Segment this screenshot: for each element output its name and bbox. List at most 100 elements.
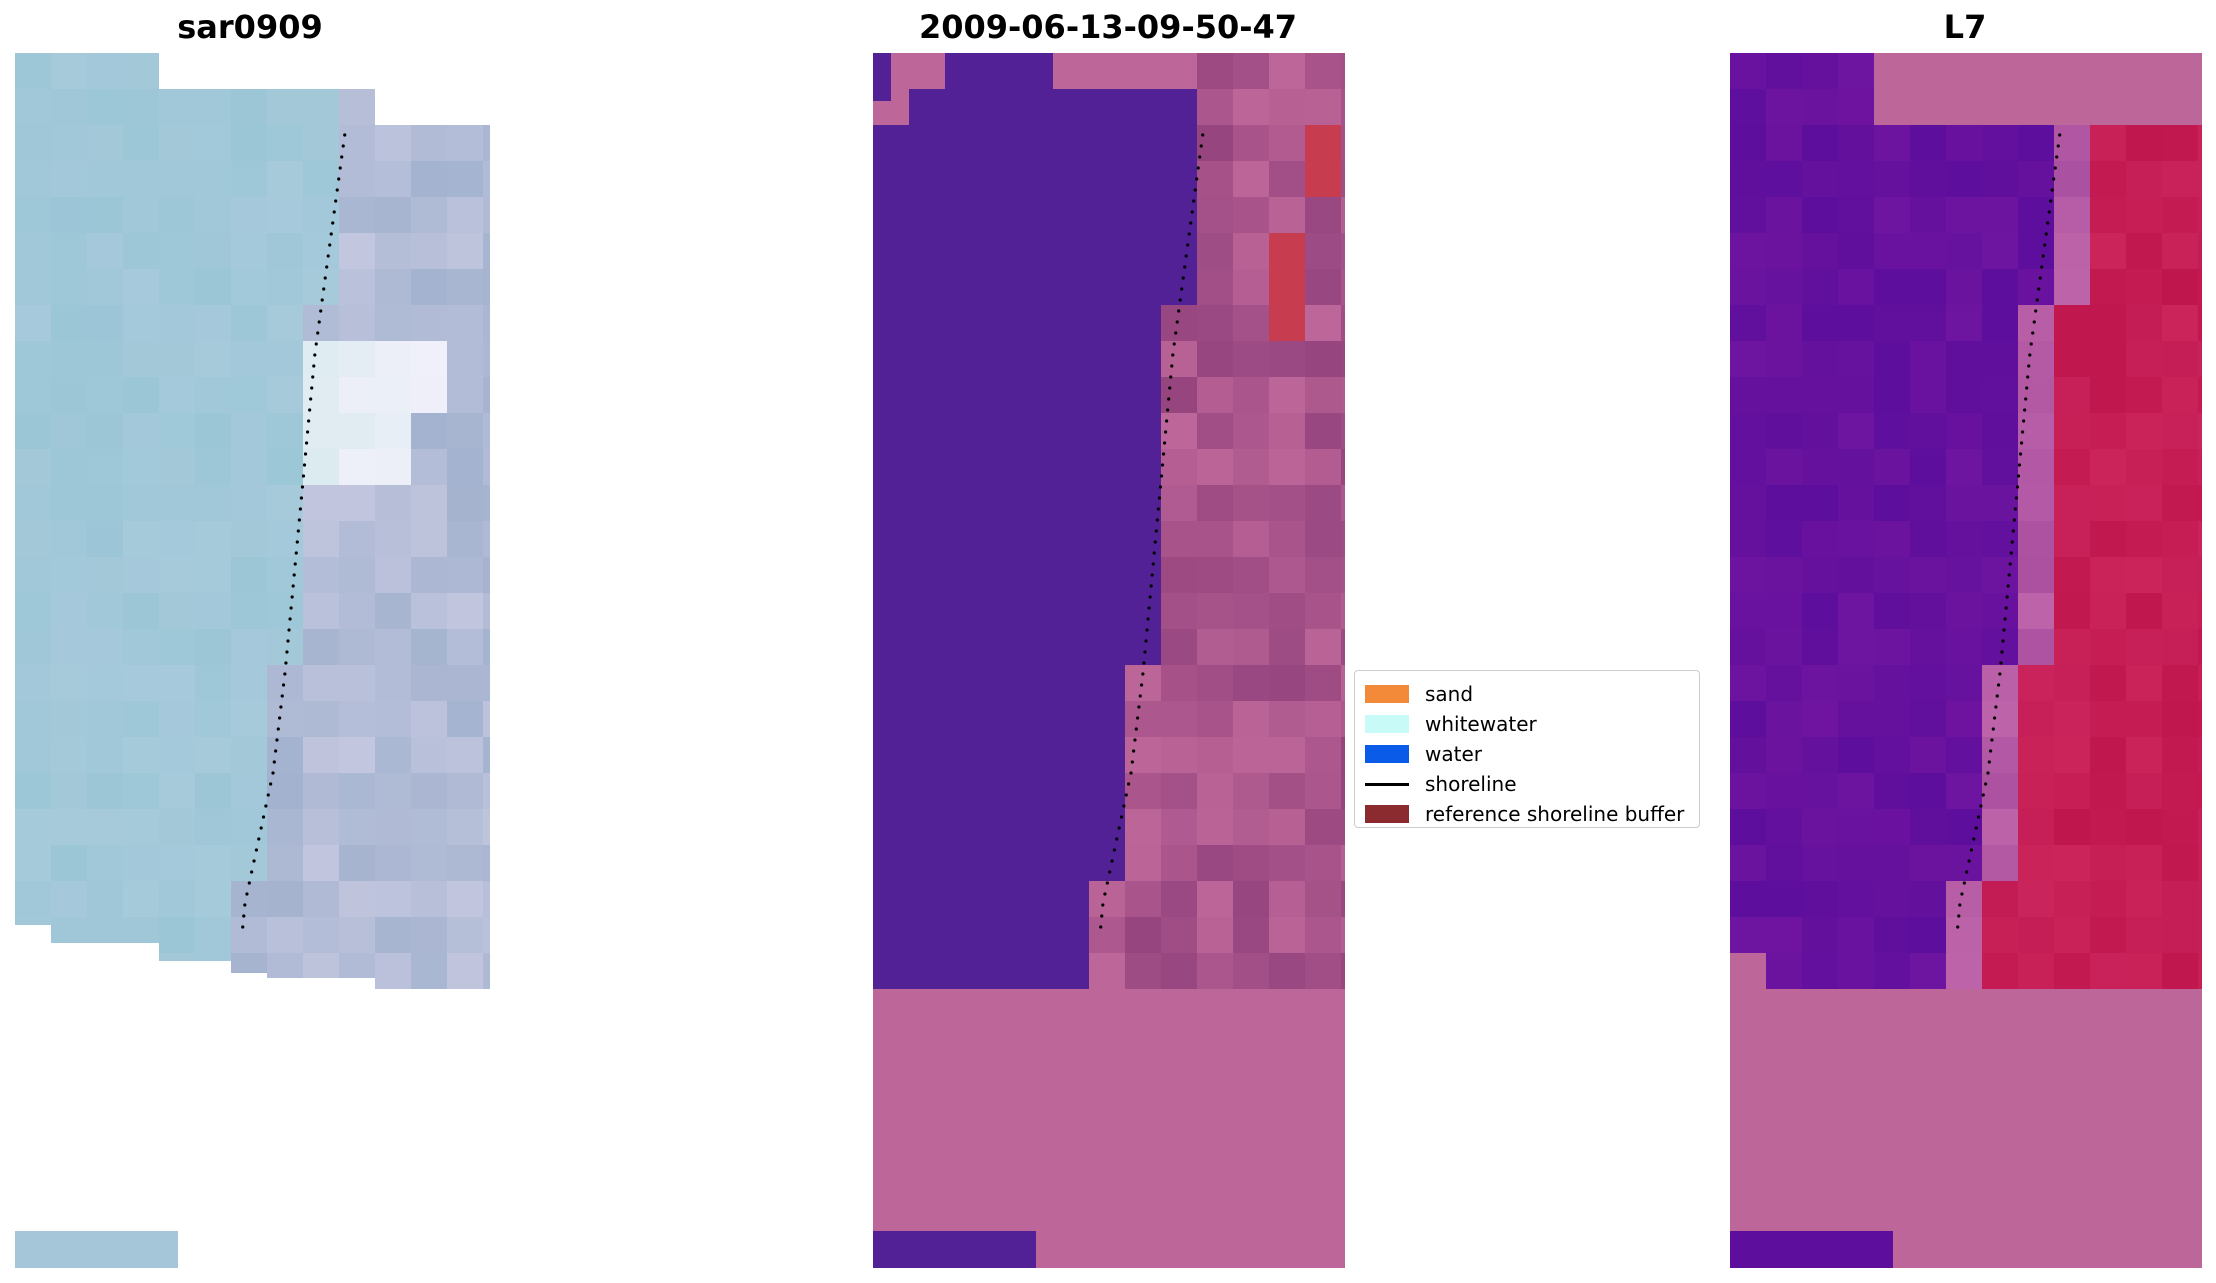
classified-pixel <box>1269 413 1305 449</box>
rgb-pixel <box>231 953 267 973</box>
index-pixel <box>1838 377 1874 413</box>
shoreline-point <box>1101 903 1105 907</box>
classified-pixel <box>1305 593 1341 629</box>
rgb-pixel <box>231 773 267 809</box>
classified-pixel <box>1125 305 1161 341</box>
classified-pixel <box>909 449 945 485</box>
shoreline-point <box>1156 507 1160 511</box>
legend: sand whitewater water shoreline referenc… <box>1354 670 1700 828</box>
index-pixel <box>2162 269 2198 305</box>
shoreline-point <box>1981 793 1985 797</box>
index-pixel <box>1874 449 1910 485</box>
shoreline-point <box>314 342 318 346</box>
rgb-pixel <box>159 917 195 953</box>
rgb-pixel <box>159 125 195 161</box>
legend-label: shoreline <box>1425 772 1517 796</box>
index-pixel <box>1838 557 1874 593</box>
index-pixel <box>2162 845 2198 881</box>
index-pixel <box>2198 521 2202 557</box>
index-pixel <box>1982 521 2018 557</box>
rgb-pixel <box>303 701 339 737</box>
shoreline-point <box>1180 287 1184 291</box>
shoreline-point <box>2046 221 2050 225</box>
shoreline-point <box>1976 815 1981 819</box>
rgb-pixel <box>195 593 231 629</box>
rgb-pixel <box>447 449 483 485</box>
index-pixel <box>1730 161 1766 197</box>
rgb-pixel <box>339 485 375 521</box>
classified-pixel <box>1017 845 1053 881</box>
index-pixel <box>1982 197 2018 233</box>
index-pixel <box>1730 593 1766 629</box>
shoreline-point <box>2029 342 2033 346</box>
rgb-pixel <box>483 269 490 305</box>
classified-pixel <box>1125 557 1161 593</box>
classified-pixel <box>981 665 1017 701</box>
shoreline-point <box>1136 716 1140 720</box>
shoreline-point <box>272 760 276 764</box>
index-pixel <box>1910 953 1946 989</box>
shoreline-point <box>308 408 312 412</box>
classified-pixel <box>1341 593 1345 629</box>
rgb-pixel <box>231 521 267 557</box>
index-pixel <box>2090 197 2126 233</box>
index-pixel <box>1802 89 1838 125</box>
classified-pixel <box>1233 269 1269 305</box>
shoreline-point <box>1147 606 1151 610</box>
index-pixel <box>1730 269 1766 305</box>
index-pixel <box>1730 485 1766 521</box>
index-pixel <box>2162 953 2198 989</box>
index-pixel <box>1946 233 1982 269</box>
rgb-pixel <box>87 485 123 521</box>
legend-swatch-water <box>1365 745 1409 763</box>
classified-pixel <box>981 449 1017 485</box>
rgb-pixel <box>195 341 231 377</box>
shoreline-point <box>2025 386 2029 390</box>
rgb-pixel <box>15 665 51 701</box>
index-pixel <box>2018 125 2054 161</box>
index-pixel <box>1946 413 1982 449</box>
index-pixel <box>2018 449 2054 485</box>
index-pixel <box>1802 845 1838 881</box>
index-pixel <box>1766 269 1802 305</box>
rgb-pixel <box>231 881 267 917</box>
index-pixel <box>2090 305 2126 341</box>
rgb-pixel <box>447 845 483 881</box>
index-pixel <box>1730 233 1766 269</box>
classified-pixel <box>981 197 1017 233</box>
index-pixel <box>1982 953 2018 989</box>
classified-pixel <box>873 377 909 413</box>
index-pixel <box>2198 269 2202 305</box>
index-pixel <box>1730 701 1766 737</box>
shoreline-point <box>300 485 305 489</box>
rgb-pixel <box>51 449 87 485</box>
shoreline-point <box>247 881 251 885</box>
index-pixel <box>2126 377 2162 413</box>
index-pixel <box>2162 701 2198 737</box>
rgb-pixel <box>411 737 447 773</box>
classified-pixel <box>1197 953 1233 989</box>
rgb-pixel <box>159 557 195 593</box>
index-pixel <box>1802 665 1838 701</box>
shoreline-point <box>241 925 245 929</box>
rgb-pixel <box>375 953 411 989</box>
rgb-pixel <box>267 449 303 485</box>
classified-pixel <box>981 557 1017 593</box>
index-pixel <box>2126 161 2162 197</box>
rgb-pixel <box>339 269 375 305</box>
classified-pixel <box>1233 341 1269 377</box>
index-pixel <box>1982 161 2018 197</box>
classified-pixel <box>1233 593 1269 629</box>
classified-pixel <box>1305 197 1341 233</box>
index-pixel <box>1982 917 2018 953</box>
rgb-pixel <box>483 845 490 881</box>
index-pixel <box>2126 953 2162 989</box>
shoreline-point <box>1183 265 1187 269</box>
rgb-pixel <box>231 593 267 629</box>
shoreline-point <box>2027 364 2031 368</box>
rgb-pixel <box>231 269 267 305</box>
shoreline-point <box>305 430 310 434</box>
shoreline-point <box>257 837 261 841</box>
classified-pixel <box>1305 53 1341 89</box>
rgb-pixel <box>483 881 490 917</box>
